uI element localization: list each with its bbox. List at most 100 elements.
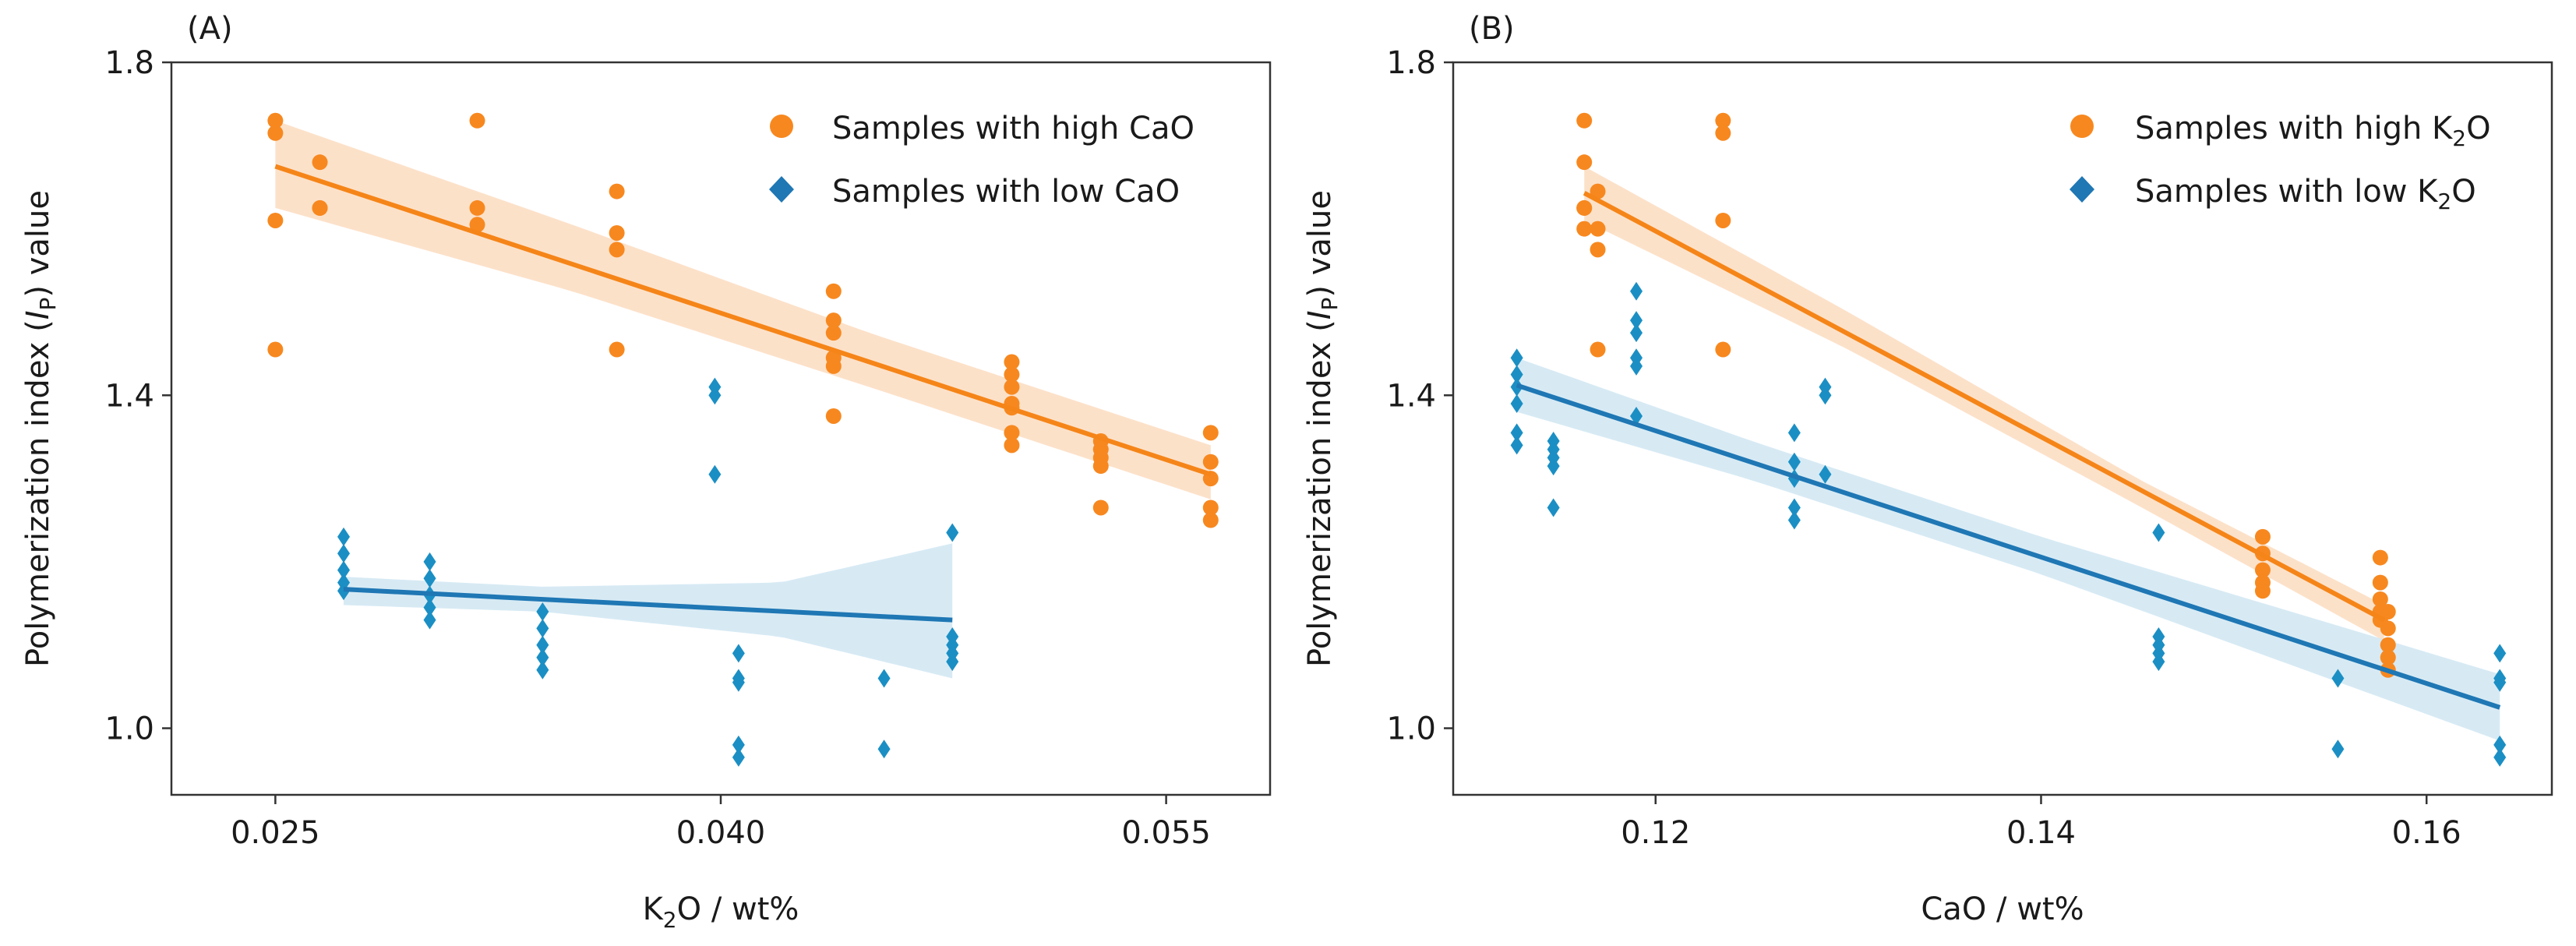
data-point-circle — [1004, 379, 1020, 395]
data-point-circle — [2380, 637, 2396, 653]
data-point-diamond — [1630, 281, 1643, 301]
data-point-diamond — [1630, 356, 1643, 376]
data-point-diamond — [2493, 644, 2507, 663]
data-point-circle — [2372, 549, 2388, 566]
data-point-circle — [609, 183, 625, 199]
data-point-circle — [1004, 437, 1020, 454]
panel-a-label: (A) — [187, 11, 233, 47]
data-point-circle — [469, 199, 485, 216]
data-point-diamond — [423, 598, 436, 617]
x-tick-label: 0.025 — [231, 815, 320, 851]
regression-lines — [274, 164, 1212, 623]
data-point-circle — [825, 312, 842, 329]
data-point-circle — [825, 325, 842, 341]
data-point-circle — [1715, 212, 1731, 228]
data-point-circle — [2254, 528, 2271, 545]
data-point-diamond — [337, 560, 351, 580]
data-point-circle — [1202, 425, 1219, 441]
legend: Samples with high CaO Samples with low C… — [769, 111, 1194, 210]
regression-line-series-0 — [1583, 191, 2386, 623]
data-point-circle — [267, 341, 284, 358]
data-point-diamond — [2493, 672, 2507, 692]
data-point-circle — [469, 217, 485, 233]
data-point-diamond — [337, 527, 351, 546]
data-point-circle — [825, 358, 842, 374]
data-point-diamond — [423, 610, 436, 630]
legend-marker-high-k2o — [2070, 115, 2094, 138]
y-tick-label: 1.0 — [104, 711, 154, 747]
data-point-circle — [1715, 112, 1731, 129]
confidence-band-series-1 — [344, 543, 953, 679]
data-point-diamond — [1787, 498, 1801, 517]
data-point-circle — [1590, 242, 1606, 258]
data-point-diamond — [1510, 394, 1523, 413]
data-point-diamond — [1510, 436, 1523, 455]
data-point-circle — [609, 224, 625, 241]
data-point-diamond — [2493, 735, 2507, 754]
y-tick-label: 1.8 — [1386, 45, 1436, 81]
data-point-circle — [1202, 499, 1219, 516]
data-point-diamond — [732, 747, 745, 767]
data-point-circle — [1715, 341, 1731, 358]
panel-b: (B) 1.0 1.4 1.8 0.12 0.14 0.16 Samples with … — [1302, 11, 2553, 927]
data-point-diamond — [877, 740, 891, 759]
data-point-circle — [267, 125, 284, 141]
y-tick-label: 1.4 — [104, 378, 154, 414]
regression-line-series-0 — [274, 164, 1212, 477]
data-point-diamond — [946, 652, 959, 672]
legend-marker-high-cao — [770, 115, 793, 138]
data-point-circle — [2372, 591, 2388, 607]
confidence-band-series-0 — [275, 120, 1211, 499]
data-point-diamond — [1510, 423, 1523, 443]
legend: Samples with high K2O Samples with low K… — [2070, 111, 2491, 214]
data-point-diamond — [732, 735, 745, 754]
data-point-diamond — [536, 602, 549, 621]
data-point-diamond — [1510, 365, 1523, 384]
data-point-diamond — [2152, 652, 2165, 672]
data-point-diamond — [536, 648, 549, 667]
data-point-diamond — [1547, 457, 1560, 476]
data-point-diamond — [1510, 348, 1523, 368]
data-point-circle — [609, 242, 625, 258]
data-point-circle — [312, 199, 328, 216]
y-axis-ticks: 1.0 1.4 1.8 — [104, 45, 171, 747]
data-point-circle — [2254, 562, 2271, 578]
data-point-circle — [1202, 512, 1219, 528]
data-point-diamond — [2331, 669, 2345, 688]
data-point-diamond — [1787, 423, 1801, 443]
data-point-circle — [1202, 454, 1219, 470]
data-point-circle — [469, 112, 485, 129]
x-axis-label: K2O / wt% — [643, 891, 799, 933]
data-point-circle — [1004, 425, 1020, 441]
legend-label-low-cao: Samples with low CaO — [832, 174, 1180, 210]
data-point-diamond — [536, 660, 549, 679]
data-point-diamond — [1547, 498, 1560, 517]
data-point-circle — [1576, 221, 1593, 237]
data-point-circle — [2380, 620, 2396, 637]
y-axis-label: Polymerization index (IP) value — [20, 190, 61, 667]
y-tick-label: 1.8 — [104, 45, 154, 81]
data-point-circle — [1092, 458, 1109, 475]
data-point-diamond — [1819, 386, 1832, 405]
data-point-diamond — [1819, 464, 1832, 484]
data-point-diamond — [1787, 452, 1801, 471]
data-point-circle — [609, 341, 625, 358]
y-tick-label: 1.4 — [1386, 378, 1436, 414]
y-tick-label: 1.0 — [1386, 711, 1436, 747]
data-point-circle — [1004, 366, 1020, 383]
data-point-diamond — [732, 644, 745, 663]
x-tick-label: 0.14 — [2006, 815, 2076, 851]
data-point-diamond — [1630, 323, 1643, 343]
data-point-diamond — [1630, 311, 1643, 330]
data-point-circle — [2380, 649, 2396, 665]
data-point-diamond — [946, 523, 959, 542]
data-point-circle — [267, 212, 284, 228]
data-point-circle — [1590, 183, 1606, 199]
data-point-circle — [1590, 341, 1606, 358]
data-point-diamond — [732, 672, 745, 692]
legend-marker-low-cao — [769, 176, 794, 203]
data-point-diamond — [1630, 406, 1643, 425]
data-point-circle — [312, 154, 328, 171]
x-axis-ticks: 0.12 0.14 0.16 — [1621, 795, 2461, 851]
y-axis-ticks: 1.0 1.4 1.8 — [1386, 45, 1453, 747]
